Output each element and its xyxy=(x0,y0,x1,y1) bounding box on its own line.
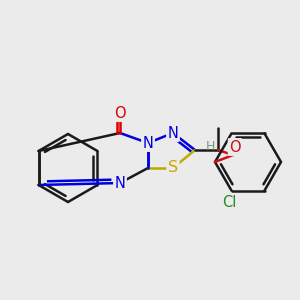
Text: O: O xyxy=(229,140,241,154)
Text: N: N xyxy=(142,136,153,151)
Text: N: N xyxy=(168,125,178,140)
Text: Cl: Cl xyxy=(222,195,237,210)
Text: S: S xyxy=(168,160,178,175)
Text: N: N xyxy=(115,176,125,190)
Text: O: O xyxy=(114,106,126,121)
Text: H: H xyxy=(205,140,215,152)
